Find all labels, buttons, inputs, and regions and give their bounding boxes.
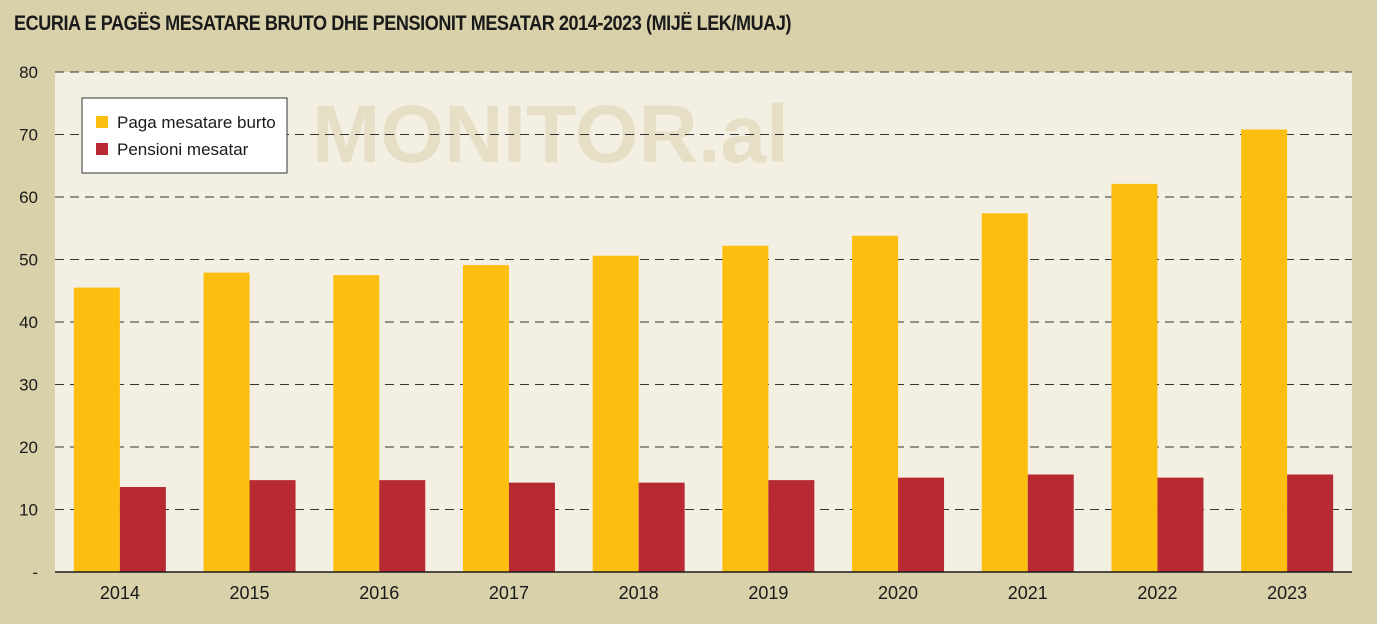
x-tick-label: 2022 bbox=[1137, 583, 1177, 603]
x-tick-label: 2018 bbox=[619, 583, 659, 603]
bar-pension bbox=[508, 482, 555, 572]
bar-wage bbox=[981, 213, 1028, 572]
y-tick-label: 10 bbox=[19, 501, 38, 520]
bar-pension bbox=[1157, 477, 1204, 572]
bar-wage bbox=[722, 245, 769, 572]
y-tick-label: 70 bbox=[19, 126, 38, 145]
bar-pension bbox=[119, 487, 166, 572]
bars bbox=[73, 129, 1334, 572]
bar-pension bbox=[379, 480, 426, 572]
legend-box bbox=[81, 97, 288, 174]
legend-label-wage: Paga mesatare burto bbox=[117, 113, 276, 132]
bar-wage bbox=[333, 275, 380, 572]
legend-label-pension: Pensioni mesatar bbox=[117, 140, 249, 159]
bar-pension bbox=[768, 480, 815, 572]
y-tick-label: - bbox=[32, 563, 38, 582]
y-tick-label: 20 bbox=[19, 438, 38, 457]
bar-wage bbox=[203, 272, 250, 572]
bar-wage bbox=[1111, 183, 1158, 572]
bar-pension bbox=[898, 477, 945, 572]
x-axis: 2014 2015 2016 2017 2018 2019 2020 2021 2022 2023 bbox=[100, 583, 1307, 603]
x-tick-label: 2014 bbox=[100, 583, 140, 603]
x-tick-label: 2016 bbox=[359, 583, 399, 603]
x-tick-label: 2023 bbox=[1267, 583, 1307, 603]
bar-pension bbox=[249, 480, 296, 572]
legend: Paga mesatare burto Pensioni mesatar bbox=[81, 97, 288, 174]
legend-swatch-wage bbox=[96, 116, 108, 128]
x-tick-label: 2015 bbox=[230, 583, 270, 603]
legend-swatch-pension bbox=[96, 143, 108, 155]
y-tick-label: 50 bbox=[19, 251, 38, 270]
bar-wage bbox=[73, 287, 120, 572]
y-axis: - 10 20 30 40 50 60 70 80 bbox=[19, 63, 38, 582]
x-tick-label: 2020 bbox=[878, 583, 918, 603]
bar-wage bbox=[1241, 129, 1288, 572]
chart-title: ECURIA E PAGËS MESATARE BRUTO DHE PENSIO… bbox=[14, 12, 792, 35]
bar-pension bbox=[1287, 474, 1334, 572]
bar-wage bbox=[592, 255, 639, 572]
x-tick-label: 2017 bbox=[489, 583, 529, 603]
x-tick-label: 2019 bbox=[748, 583, 788, 603]
x-tick-label: 2021 bbox=[1008, 583, 1048, 603]
bar-pension bbox=[638, 482, 685, 572]
bar-wage bbox=[462, 265, 509, 572]
y-tick-label: 40 bbox=[19, 313, 38, 332]
bar-wage bbox=[852, 235, 899, 572]
y-tick-label: 30 bbox=[19, 376, 38, 395]
y-tick-label: 80 bbox=[19, 63, 38, 82]
y-tick-label: 60 bbox=[19, 188, 38, 207]
bar-pension bbox=[1027, 474, 1074, 572]
